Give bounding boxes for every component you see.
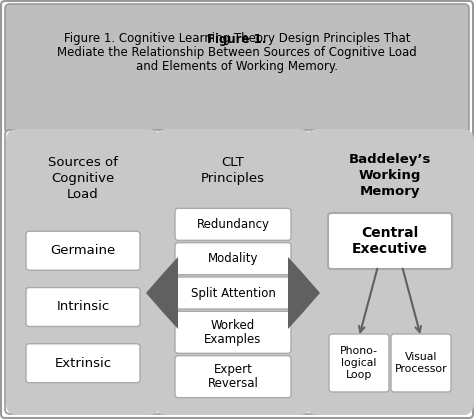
Text: Mediate the Relationship Between Sources of Cognitive Load: Mediate the Relationship Between Sources… xyxy=(57,46,417,59)
FancyBboxPatch shape xyxy=(328,213,452,269)
Text: Intrinsic: Intrinsic xyxy=(56,300,109,313)
FancyBboxPatch shape xyxy=(26,287,140,326)
FancyBboxPatch shape xyxy=(5,130,469,414)
FancyBboxPatch shape xyxy=(26,231,140,270)
Text: Figure 1.: Figure 1. xyxy=(207,33,267,46)
FancyBboxPatch shape xyxy=(329,334,389,392)
FancyBboxPatch shape xyxy=(175,243,291,275)
FancyBboxPatch shape xyxy=(175,208,291,241)
Text: Split Attention: Split Attention xyxy=(191,287,275,300)
Polygon shape xyxy=(146,257,178,329)
FancyBboxPatch shape xyxy=(5,4,469,134)
Text: Modality: Modality xyxy=(208,252,258,265)
Text: Redundancy: Redundancy xyxy=(197,218,270,231)
Text: Sources of
Cognitive
Load: Sources of Cognitive Load xyxy=(48,156,118,201)
FancyBboxPatch shape xyxy=(391,334,451,392)
Text: Visual
Processor: Visual Processor xyxy=(395,352,447,374)
FancyBboxPatch shape xyxy=(6,129,160,415)
Text: Expert
Reversal: Expert Reversal xyxy=(208,363,258,391)
Text: CLT
Principles: CLT Principles xyxy=(201,156,265,185)
Text: Worked
Examples: Worked Examples xyxy=(204,318,262,346)
FancyBboxPatch shape xyxy=(306,129,474,415)
Text: Phono-
logical
Loop: Phono- logical Loop xyxy=(340,347,378,380)
Text: Central
Executive: Central Executive xyxy=(352,226,428,256)
Text: Baddeley’s
Working
Memory: Baddeley’s Working Memory xyxy=(349,153,431,198)
Polygon shape xyxy=(288,257,320,329)
FancyBboxPatch shape xyxy=(175,311,291,353)
FancyBboxPatch shape xyxy=(175,277,291,309)
Text: Figure 1. Cognitive Learning Theory Design Principles That: Figure 1. Cognitive Learning Theory Desi… xyxy=(64,32,410,45)
FancyBboxPatch shape xyxy=(26,344,140,383)
FancyBboxPatch shape xyxy=(155,129,311,415)
FancyBboxPatch shape xyxy=(175,356,291,398)
Text: Extrinsic: Extrinsic xyxy=(55,357,111,370)
Text: and Elements of Working Memory.: and Elements of Working Memory. xyxy=(136,59,338,73)
Text: Germaine: Germaine xyxy=(50,244,116,257)
